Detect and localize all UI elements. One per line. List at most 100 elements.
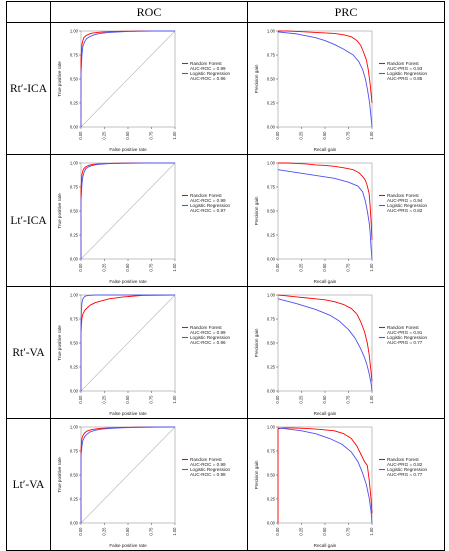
legend-series-name: Logistic Regression — [387, 467, 428, 472]
y-tick-label: 0.75 — [267, 316, 276, 321]
y-tick-label: 0.25 — [70, 232, 79, 237]
plot-frame — [277, 30, 373, 128]
y-tick-label: 0.50 — [70, 76, 79, 81]
row-label: Rt′-VA — [6, 286, 51, 419]
plot-cell: 0.00 0.25 0.50 0.75 1.00 0.00 0.25 0.50 0.75 1.00… — [247, 286, 445, 419]
legend-metric: AUC-ROC = 0.99 — [190, 66, 226, 71]
y-axis-label: True positive rate — [57, 193, 62, 229]
x-tick-label: 0.50 — [125, 527, 130, 536]
x-tick-label: 0.00 — [78, 263, 83, 272]
random-forest-curve — [278, 162, 373, 240]
x-tick-label: 0.50 — [125, 131, 130, 140]
legend-metric: AUC-PRG = 0.82 — [387, 208, 423, 213]
row-label: Rt′-ICA — [6, 22, 51, 155]
x-tick-label: 1.00 — [369, 527, 374, 536]
prc-chart-rt-ica: 0.00 0.25 0.50 0.75 1.00 0.00 0.25 0.50 0.75 1.00… — [254, 28, 428, 152]
y-axis-label: Precision gain — [254, 328, 259, 357]
prc-chart-lt-va: 0.00 0.25 0.50 0.75 1.00 0.00 0.25 0.50 0.75 1.00… — [254, 424, 428, 548]
y-tick-label: 0.25 — [70, 364, 79, 369]
legend-series-name: Logistic Regression — [387, 71, 428, 76]
plot-frame — [277, 162, 373, 260]
legend-series-name: Random Forest — [190, 61, 222, 66]
x-tick-label: 0.25 — [102, 395, 107, 404]
y-tick-label: 1.00 — [267, 160, 276, 165]
logistic-regression-curve — [80, 426, 175, 523]
x-axis-label: False positive rate — [109, 279, 147, 284]
x-tick-label: 1.00 — [369, 263, 374, 272]
x-tick-label: 0.00 — [275, 395, 280, 404]
x-tick-label: 0.50 — [125, 263, 130, 272]
y-tick-label: 1.00 — [70, 292, 79, 297]
legend-metric: AUC-PRG = 0.94 — [387, 198, 423, 203]
header-blank-cell — [6, 1, 51, 23]
y-tick-label: 0.00 — [267, 520, 276, 525]
row-label: Lt′-VA — [6, 418, 51, 551]
y-tick-label: 1.00 — [267, 28, 276, 33]
legend-series-name: Random Forest — [387, 61, 419, 66]
logistic-regression-curve — [80, 294, 175, 391]
x-tick-label: 0.25 — [102, 527, 107, 536]
y-tick-label: 0.50 — [267, 208, 276, 213]
table-row: Lt′-VA 0.00 0.25 0.50 0.75 1.00 0.00 0.25 0.50 0… — [6, 418, 445, 551]
plot-cell: 0.00 0.25 0.50 0.75 1.00 0.00 0.25 0.50 0.75 1.00… — [247, 418, 445, 551]
legend-metric: AUC-ROC = 0.99 — [190, 462, 226, 467]
plot-cell: 0.00 0.25 0.50 0.75 1.00 0.00 0.25 0.50 0.75 1.00… — [50, 286, 248, 419]
legend-metric: AUC-PRG = 0.77 — [387, 472, 423, 477]
legend-metric: AUC-PRG = 0.93 — [387, 66, 423, 71]
x-tick-label: 0.75 — [149, 527, 154, 536]
x-tick-label: 1.00 — [172, 527, 177, 536]
x-tick-label: 0.00 — [78, 395, 83, 404]
random-forest-curve — [80, 294, 176, 391]
plot-cell: 0.00 0.25 0.50 0.75 1.00 0.00 0.25 0.50 0.75 1.00… — [247, 22, 445, 155]
chance-diagonal — [80, 162, 176, 260]
x-tick-label: 0.25 — [299, 131, 304, 140]
random-forest-curve — [278, 30, 373, 104]
x-tick-label: 0.50 — [322, 131, 327, 140]
header-row: ROC PRC — [6, 1, 445, 23]
legend-metric: AUC-ROC = 0.99 — [190, 330, 226, 335]
legend-series-name: Random Forest — [387, 457, 419, 462]
logistic-regression-curve — [80, 162, 175, 259]
legend-series-name: Random Forest — [387, 193, 419, 198]
legend-metric: AUC-PRG = 0.77 — [387, 340, 423, 345]
x-axis-label: Recall gain — [314, 411, 337, 416]
legend-series-name: Logistic Regression — [190, 71, 231, 76]
random-forest-curve — [277, 294, 373, 382]
x-tick-label: 1.00 — [172, 131, 177, 140]
legend-metric: AUC-ROC = 0.96 — [190, 76, 226, 81]
roc-chart-rt-ica: 0.00 0.25 0.50 0.75 1.00 0.00 0.25 0.50 0.75 1.00… — [57, 28, 231, 152]
x-tick-label: 0.75 — [149, 131, 154, 140]
x-tick-label: 1.00 — [172, 263, 177, 272]
x-tick-label: 0.25 — [299, 263, 304, 272]
header-prc: PRC — [247, 1, 445, 23]
legend-series-name: Random Forest — [190, 325, 222, 330]
chance-diagonal — [80, 294, 176, 392]
x-tick-label: 0.75 — [149, 395, 154, 404]
legend-metric: AUC-ROC = 0.97 — [190, 208, 226, 213]
y-tick-label: 0.50 — [70, 340, 79, 345]
header-roc: ROC — [50, 1, 248, 23]
y-tick-label: 0.00 — [70, 520, 79, 525]
y-tick-label: 0.00 — [70, 388, 79, 393]
y-tick-label: 0.25 — [267, 232, 276, 237]
x-tick-label: 1.00 — [172, 395, 177, 404]
y-tick-label: 0.00 — [70, 256, 79, 261]
y-tick-label: 0.00 — [267, 124, 276, 129]
x-tick-label: 0.50 — [322, 395, 327, 404]
y-tick-label: 1.00 — [267, 292, 276, 297]
y-tick-label: 0.25 — [267, 496, 276, 501]
random-forest-curve — [80, 30, 176, 127]
y-tick-label: 0.00 — [267, 388, 276, 393]
x-axis-label: Recall gain — [314, 147, 337, 152]
y-tick-label: 0.75 — [70, 184, 79, 189]
figure-table: ROC PRC Rt′-ICA 0.00 0.25 0.50 0.75 1.00 0.00… — [6, 1, 445, 551]
legend-series-name: Random Forest — [190, 457, 222, 462]
y-tick-label: 0.25 — [70, 100, 79, 105]
row-label: Lt′-ICA — [6, 154, 51, 287]
y-axis-label: True positive rate — [57, 457, 62, 493]
prc-chart-rt-va: 0.00 0.25 0.50 0.75 1.00 0.00 0.25 0.50 0.75 1.00… — [254, 292, 428, 416]
legend-metric: AUC-PRG = 0.91 — [387, 330, 423, 335]
roc-chart-lt-ica: 0.00 0.25 0.50 0.75 1.00 0.00 0.25 0.50 0.75 1.00… — [57, 160, 231, 284]
x-tick-label: 1.00 — [369, 395, 374, 404]
y-axis-label: Precision gain — [254, 196, 259, 225]
